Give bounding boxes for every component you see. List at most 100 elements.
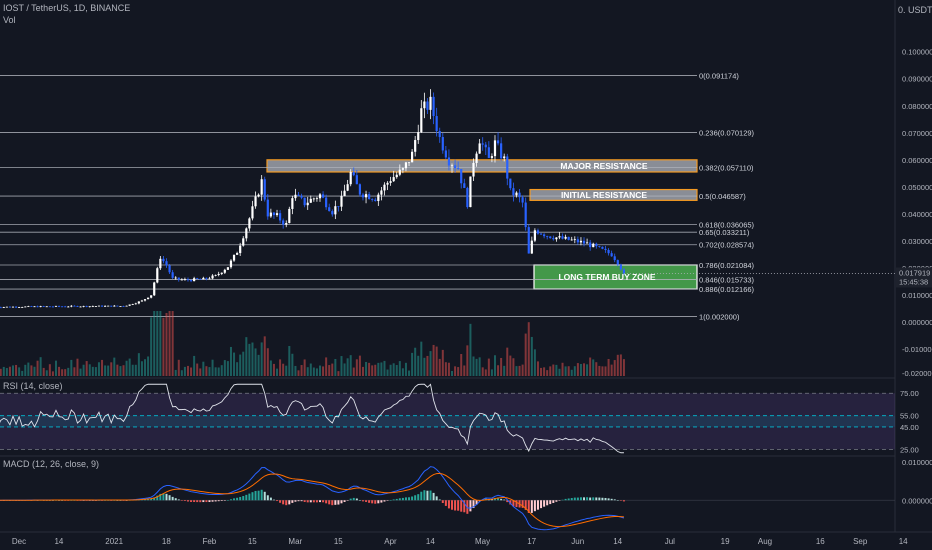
volume-bar (125, 360, 128, 376)
macd-histogram-bar (153, 497, 156, 501)
price-axis[interactable]: 0.100000 0.090000 0.080000 0.070000 0.060000… (623, 48, 932, 378)
candle-body (239, 245, 242, 254)
candle-body (229, 260, 233, 268)
volume-bar (515, 366, 518, 376)
candle-body (515, 192, 518, 196)
macd-histogram-bar (174, 498, 177, 501)
macd-histogram-bar (401, 497, 404, 501)
macd-histogram-bar (199, 500, 202, 503)
candle-body (478, 143, 481, 154)
macd-histogram-bar (374, 500, 377, 504)
macd-histogram-bar (361, 500, 364, 502)
volume-bar (168, 311, 171, 376)
macd-histogram-bar (193, 500, 196, 502)
macd-histogram-bar (460, 500, 463, 512)
macd-histogram-bar (165, 493, 168, 501)
time-tick-label: 14 (54, 537, 63, 546)
candle-body (278, 213, 282, 221)
time-axis[interactable]: Dec 14 2021 18 Feb 15 Mar 15 Apr 14 May 17 Jun 14 Jul 1… (12, 537, 908, 546)
volume-bar (573, 366, 576, 376)
candle-body (251, 206, 254, 219)
volume-bar (288, 345, 291, 376)
volume-bar (254, 348, 257, 376)
price-tick-label: 0.010000 (902, 291, 932, 300)
volume-bar (601, 366, 604, 376)
candle-body (27, 306, 30, 307)
candle-body (493, 140, 497, 157)
candle-body (441, 137, 444, 151)
candle-body (512, 188, 515, 196)
candle-body (321, 194, 325, 198)
macd-label[interactable]: MACD (12, 26, close, 9) (3, 459, 100, 469)
volume-bar (414, 347, 417, 376)
volume-bar (150, 317, 153, 376)
volume-bar (457, 367, 460, 376)
candle-body (561, 236, 564, 239)
symbol-title[interactable]: IOST / TetherUS, 1D, BINANCE (3, 3, 131, 13)
candle-body (328, 207, 331, 212)
macd-histogram-bar (420, 491, 423, 501)
macd-histogram-bar (432, 492, 435, 501)
volume-bar (595, 362, 598, 376)
macd-histogram-bar (613, 499, 616, 501)
candle-body (404, 162, 408, 169)
volume-bar (592, 359, 595, 376)
volume-bar (279, 359, 282, 376)
candle-body (180, 279, 183, 281)
volume-bar (530, 336, 533, 376)
price-tick-label: 0.070000 (902, 129, 932, 138)
candle-body (211, 275, 214, 279)
current-price-label: 0.017919 (899, 269, 930, 278)
volume-bar (242, 351, 245, 376)
zone-label: INITIAL RESISTANCE (561, 190, 647, 200)
macd-histogram-bar (214, 500, 217, 502)
macd-histogram-bar (429, 490, 432, 501)
fib-level-label: 1(0.002000) (699, 313, 740, 322)
macd-histogram-bar (500, 498, 503, 501)
macd-histogram-bar (343, 500, 346, 502)
macd-histogram-bar (251, 492, 254, 501)
macd-histogram-bar (220, 500, 223, 501)
volume-bar (343, 363, 346, 376)
time-tick-label: 16 (816, 537, 825, 546)
macd-line (0, 466, 625, 531)
volume-bar (346, 358, 349, 376)
macd-histogram-bar (503, 499, 506, 501)
volume-bar (214, 367, 217, 376)
candle-body (500, 143, 503, 159)
candle-body (100, 305, 104, 307)
price-tick-label: 0.090000 (902, 75, 932, 84)
volume-bar (211, 359, 214, 376)
candle-body (573, 239, 576, 241)
volume-bar (266, 348, 269, 376)
volume-bar (490, 369, 493, 376)
macd-histogram-bar (186, 500, 189, 502)
volume-bar (190, 367, 193, 376)
macd-histogram-bar (349, 498, 352, 501)
volume-bar (174, 369, 177, 376)
volume-bar (85, 361, 88, 376)
volume-bar (0, 368, 2, 376)
candle-body (82, 305, 85, 307)
macd-histogram-bar (297, 500, 300, 502)
candle-body (604, 248, 607, 250)
volume-bar (365, 361, 368, 376)
volume-bar (380, 362, 383, 376)
volume-bar (423, 357, 426, 376)
candle-body (140, 300, 144, 302)
volume-bar (466, 345, 469, 376)
candlesticks[interactable] (0, 89, 626, 309)
macd-signal-line (0, 472, 624, 528)
currency-selector[interactable]: 0. USDT ⌄ (898, 5, 932, 15)
volume-bar (45, 370, 48, 376)
candle-body (481, 143, 484, 145)
candle-body (199, 279, 202, 280)
macd-histogram-bar (527, 500, 530, 513)
volume-bar (552, 364, 555, 376)
macd-histogram-bar (248, 493, 251, 501)
price-tick-label: 0.080000 (902, 102, 932, 111)
volume-bar (392, 363, 395, 376)
macd-histogram-bar (285, 500, 288, 506)
rsi-label[interactable]: RSI (14, close) (3, 381, 63, 391)
